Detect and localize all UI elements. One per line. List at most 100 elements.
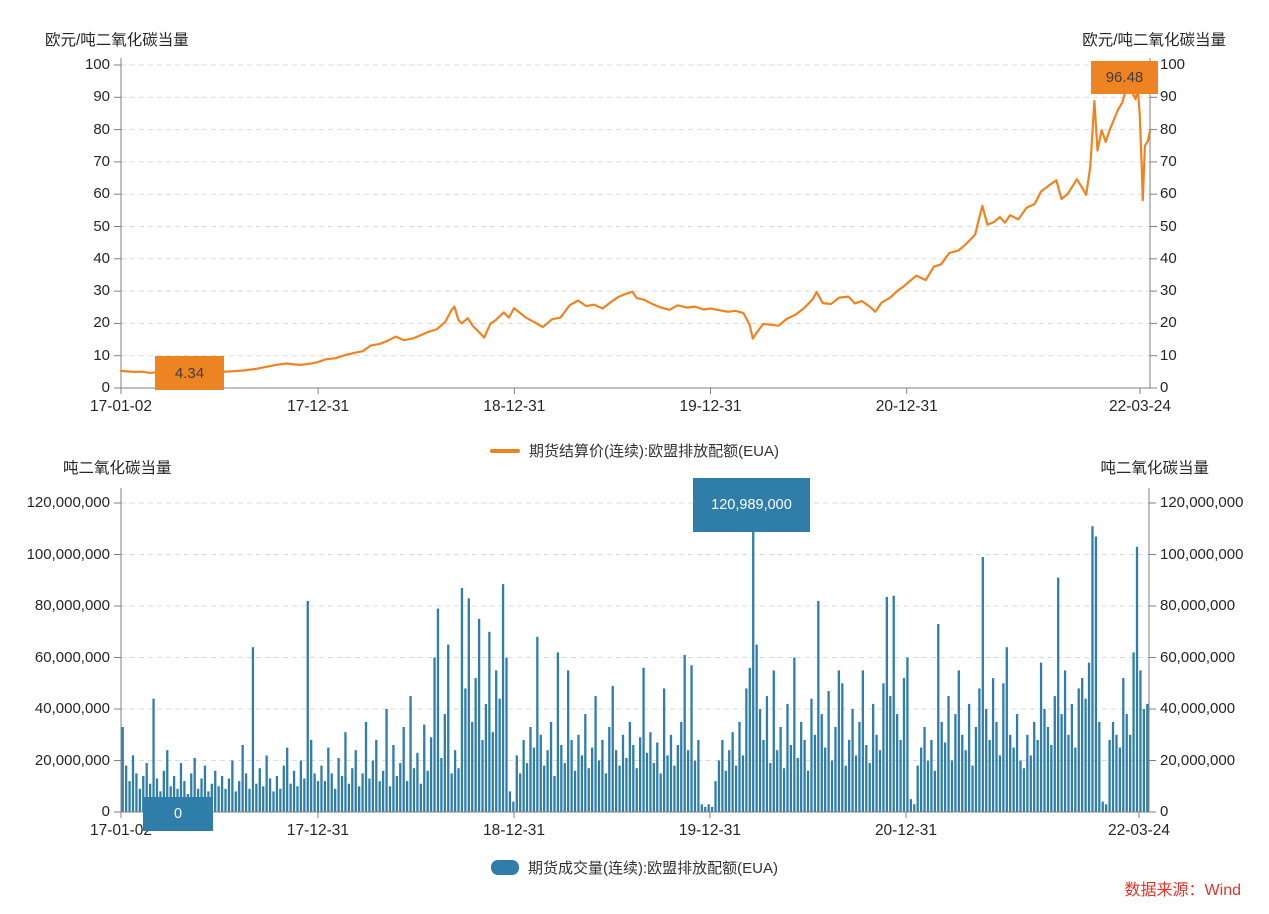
volume-bar: [536, 636, 539, 812]
volume-bar: [193, 757, 196, 812]
volume-bar: [1135, 546, 1139, 812]
volume-bar: [255, 783, 258, 812]
volume-bar: [957, 670, 960, 812]
volume-bar: [275, 776, 279, 812]
volume-bar: [591, 747, 594, 812]
volume-start-annotation: 0: [143, 797, 213, 831]
volume-y-tick-label-left: 60,000,000: [34, 648, 110, 666]
volume-bar: [810, 698, 813, 812]
volume-bar: [827, 691, 830, 812]
volume-bar: [289, 783, 292, 812]
volume-bar: [436, 608, 440, 812]
volume-bar: [1111, 721, 1115, 812]
volume-bar: [728, 750, 731, 812]
volume-y-tick-label-right: 20,000,000: [1160, 751, 1236, 769]
volume-bar: [584, 714, 587, 812]
volume-bar: [919, 747, 923, 812]
volume-bar: [635, 768, 638, 812]
volume-y-tick-label-left: 40,000,000: [34, 700, 110, 717]
volume-max-annotation: 120,989,000: [693, 478, 810, 532]
price-x-tick-label: 20-12-31: [875, 398, 938, 415]
volume-x-tick-label: 17-01-02: [89, 822, 153, 839]
volume-bar: [224, 788, 227, 812]
volume-bar: [800, 721, 803, 812]
volume-bar: [1074, 747, 1077, 812]
volume-bar: [344, 732, 347, 812]
volume-bar: [152, 698, 155, 812]
volume-bar: [354, 750, 357, 812]
volume-bar: [656, 742, 659, 812]
volume-bar: [471, 721, 474, 812]
volume-bar: [217, 786, 220, 813]
volume-bar: [758, 709, 762, 812]
price-x-tick-label: 18-12-31: [483, 398, 546, 415]
volume-bar: [971, 765, 974, 812]
price-legend: 期货结算价(连续):欧盟排放配额(EUA): [0, 440, 1269, 461]
volume-bar: [923, 727, 926, 812]
volume-x-tick-label: 22-03-24: [1107, 822, 1171, 839]
volume-bar: [731, 732, 734, 812]
volume-bar: [669, 734, 673, 813]
volume-bar: [286, 747, 289, 812]
volume-bar: [433, 657, 436, 812]
volume-bar: [872, 703, 875, 812]
volume-bar: [909, 799, 912, 812]
volume-bar: [834, 727, 837, 812]
volume-bar: [484, 703, 488, 812]
price-x-tick-label: 17-12-31: [287, 398, 350, 415]
volume-bar: [419, 783, 422, 812]
volume-bar: [652, 763, 655, 812]
volume-x-tick-label: 18-12-31: [482, 822, 546, 839]
volume-bar: [399, 763, 402, 812]
volume-bar: [364, 721, 368, 812]
price-y-tick-label-left: 70: [93, 152, 110, 170]
volume-bar: [1115, 734, 1118, 813]
price-y-tick-label-right: 80: [1160, 120, 1177, 138]
volume-bar: [258, 768, 261, 812]
volume-bar: [1053, 696, 1056, 812]
volume-bar: [858, 721, 861, 812]
price-y-tick-label-right: 30: [1160, 282, 1177, 300]
volume-bar: [334, 788, 337, 812]
volume-bar: [745, 688, 748, 812]
volume-bar: [625, 757, 628, 812]
volume-legend-bar-swatch: [491, 860, 519, 875]
volume-bar: [899, 739, 902, 812]
volume-bar: [1108, 739, 1111, 812]
volume-bar: [686, 750, 690, 812]
volume-bar: [447, 644, 450, 812]
volume-bar: [902, 678, 906, 812]
volume-bar: [238, 781, 241, 812]
price-y-tick-label-left: 30: [93, 282, 110, 300]
volume-bar: [649, 732, 652, 812]
volume-bar: [402, 727, 405, 812]
volume-bar: [865, 745, 868, 812]
volume-bar: [741, 755, 745, 812]
volume-bar: [409, 696, 412, 812]
volume-bar: [241, 745, 244, 812]
volume-bar: [553, 776, 556, 812]
volume-bar: [262, 786, 265, 813]
volume-bar: [453, 750, 457, 812]
volume-bar: [498, 698, 501, 812]
volume-bar: [642, 667, 645, 812]
volume-bar: [580, 755, 584, 812]
volume-bar: [1063, 670, 1067, 812]
volume-bar: [926, 760, 930, 812]
price-y-tick-label-right: 60: [1160, 185, 1177, 203]
volume-bar: [351, 768, 354, 812]
volume-bar: [1002, 683, 1005, 813]
volume-bar: [1033, 721, 1036, 812]
volume-bar: [361, 773, 364, 812]
volume-bar: [467, 598, 470, 812]
volume-bar: [491, 732, 494, 812]
volume-bar: [1132, 652, 1135, 813]
volume-bar: [1009, 734, 1012, 813]
volume-bar: [752, 500, 755, 812]
volume-bar: [532, 747, 536, 812]
volume-axis-title-left: 吨二氧化碳当量: [63, 460, 172, 477]
volume-bar: [299, 760, 303, 812]
volume-bar: [505, 657, 508, 812]
volume-bar: [423, 724, 426, 812]
